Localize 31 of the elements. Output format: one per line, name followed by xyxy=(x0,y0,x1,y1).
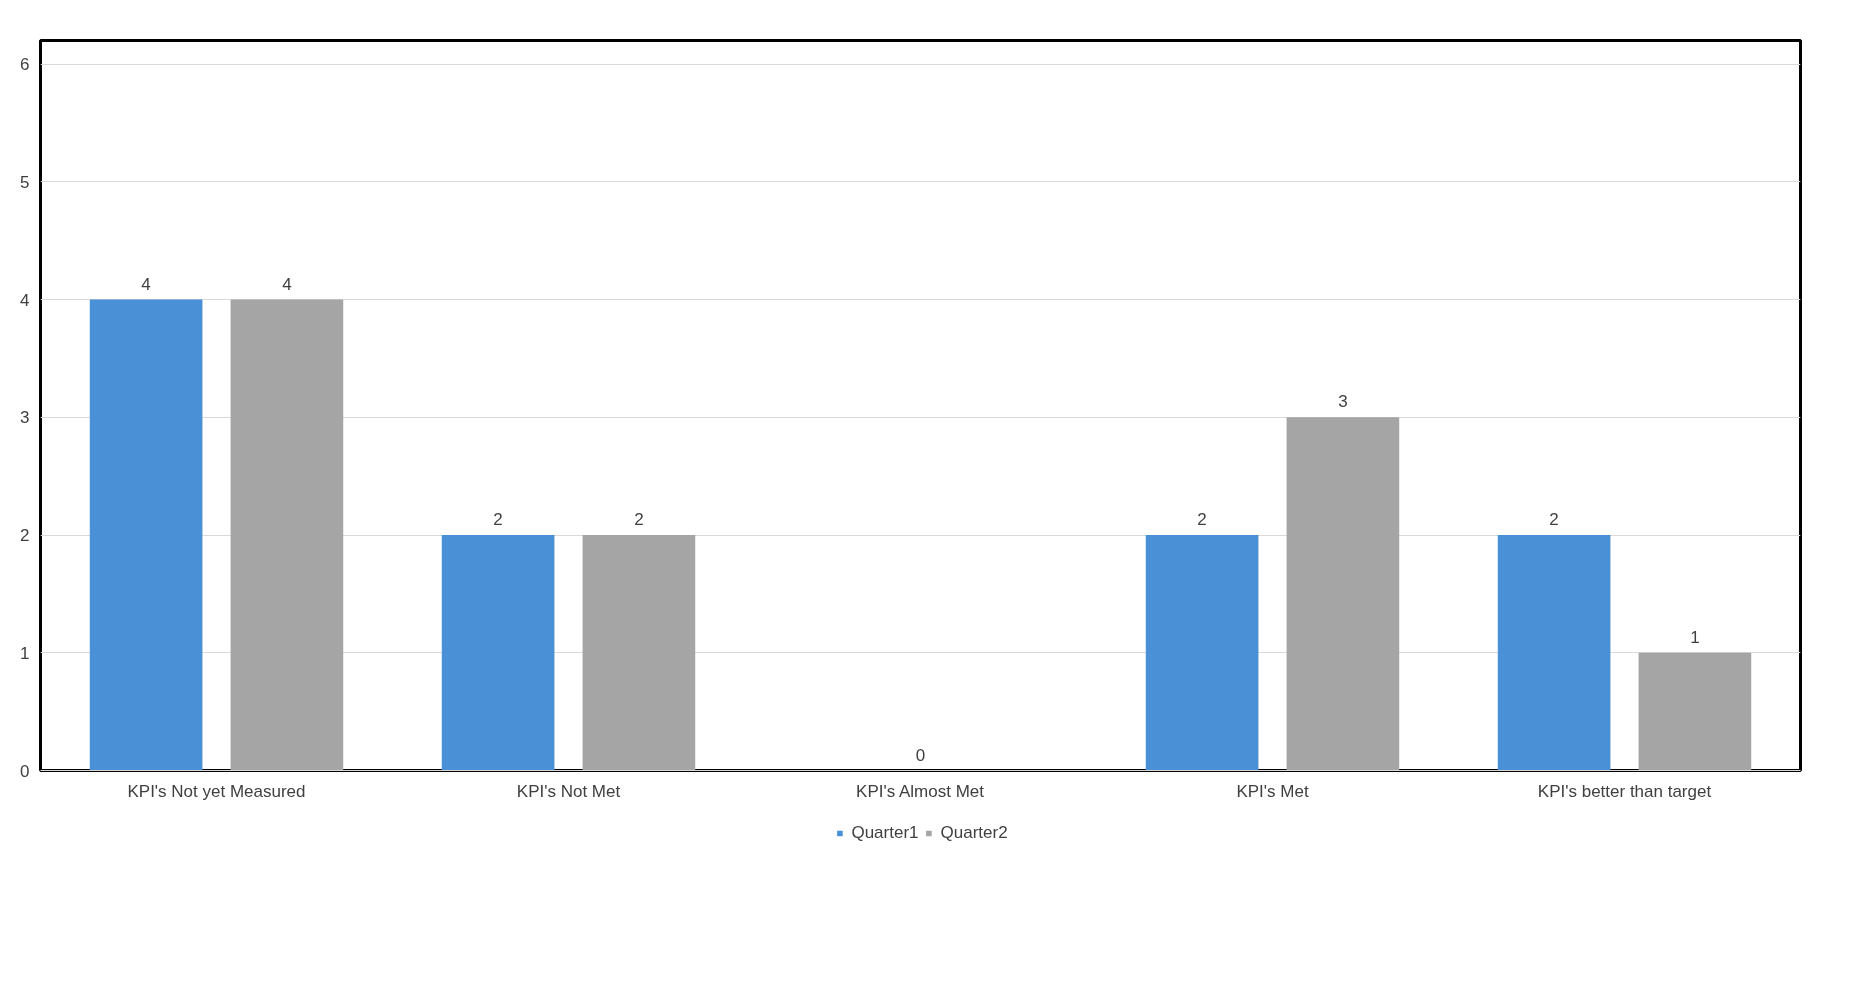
data-label: 0 xyxy=(915,745,926,765)
y-tick-label: 5 xyxy=(20,172,30,192)
y-tick-label: 1 xyxy=(20,643,30,663)
y-tick-label: 4 xyxy=(20,290,30,310)
x-tick-label: KPI's Almost Met xyxy=(856,781,985,801)
data-label: 2 xyxy=(634,510,644,530)
data-label: 1 xyxy=(1690,627,1700,647)
bar xyxy=(1286,417,1400,771)
x-tick-label: KPI's Not yet Measured xyxy=(127,781,306,801)
bar xyxy=(441,535,555,771)
x-tick-label: KPI's Not Met xyxy=(516,781,621,801)
y-tick-label: 6 xyxy=(20,55,30,75)
data-label: 3 xyxy=(1338,392,1348,412)
bar xyxy=(1638,652,1752,771)
legend-label: Quarter2 xyxy=(940,823,1008,843)
data-label: 2 xyxy=(1197,510,1207,530)
data-label: 2 xyxy=(1549,510,1559,530)
x-tick-label: KPI's Met xyxy=(1236,781,1309,801)
data-label: 4 xyxy=(141,274,151,294)
bar xyxy=(1145,535,1259,771)
bar xyxy=(582,535,696,771)
y-tick-label: 0 xyxy=(20,761,30,781)
data-label: 4 xyxy=(282,274,292,294)
bar xyxy=(89,299,203,771)
legend-label: Quarter1 xyxy=(851,823,919,843)
y-tick-label: 2 xyxy=(20,526,30,546)
y-tick-label: 3 xyxy=(20,408,30,428)
bar xyxy=(230,299,344,771)
data-label: 2 xyxy=(493,510,503,530)
bar xyxy=(1497,535,1611,771)
x-tick-label: KPI's better than target xyxy=(1537,781,1712,801)
